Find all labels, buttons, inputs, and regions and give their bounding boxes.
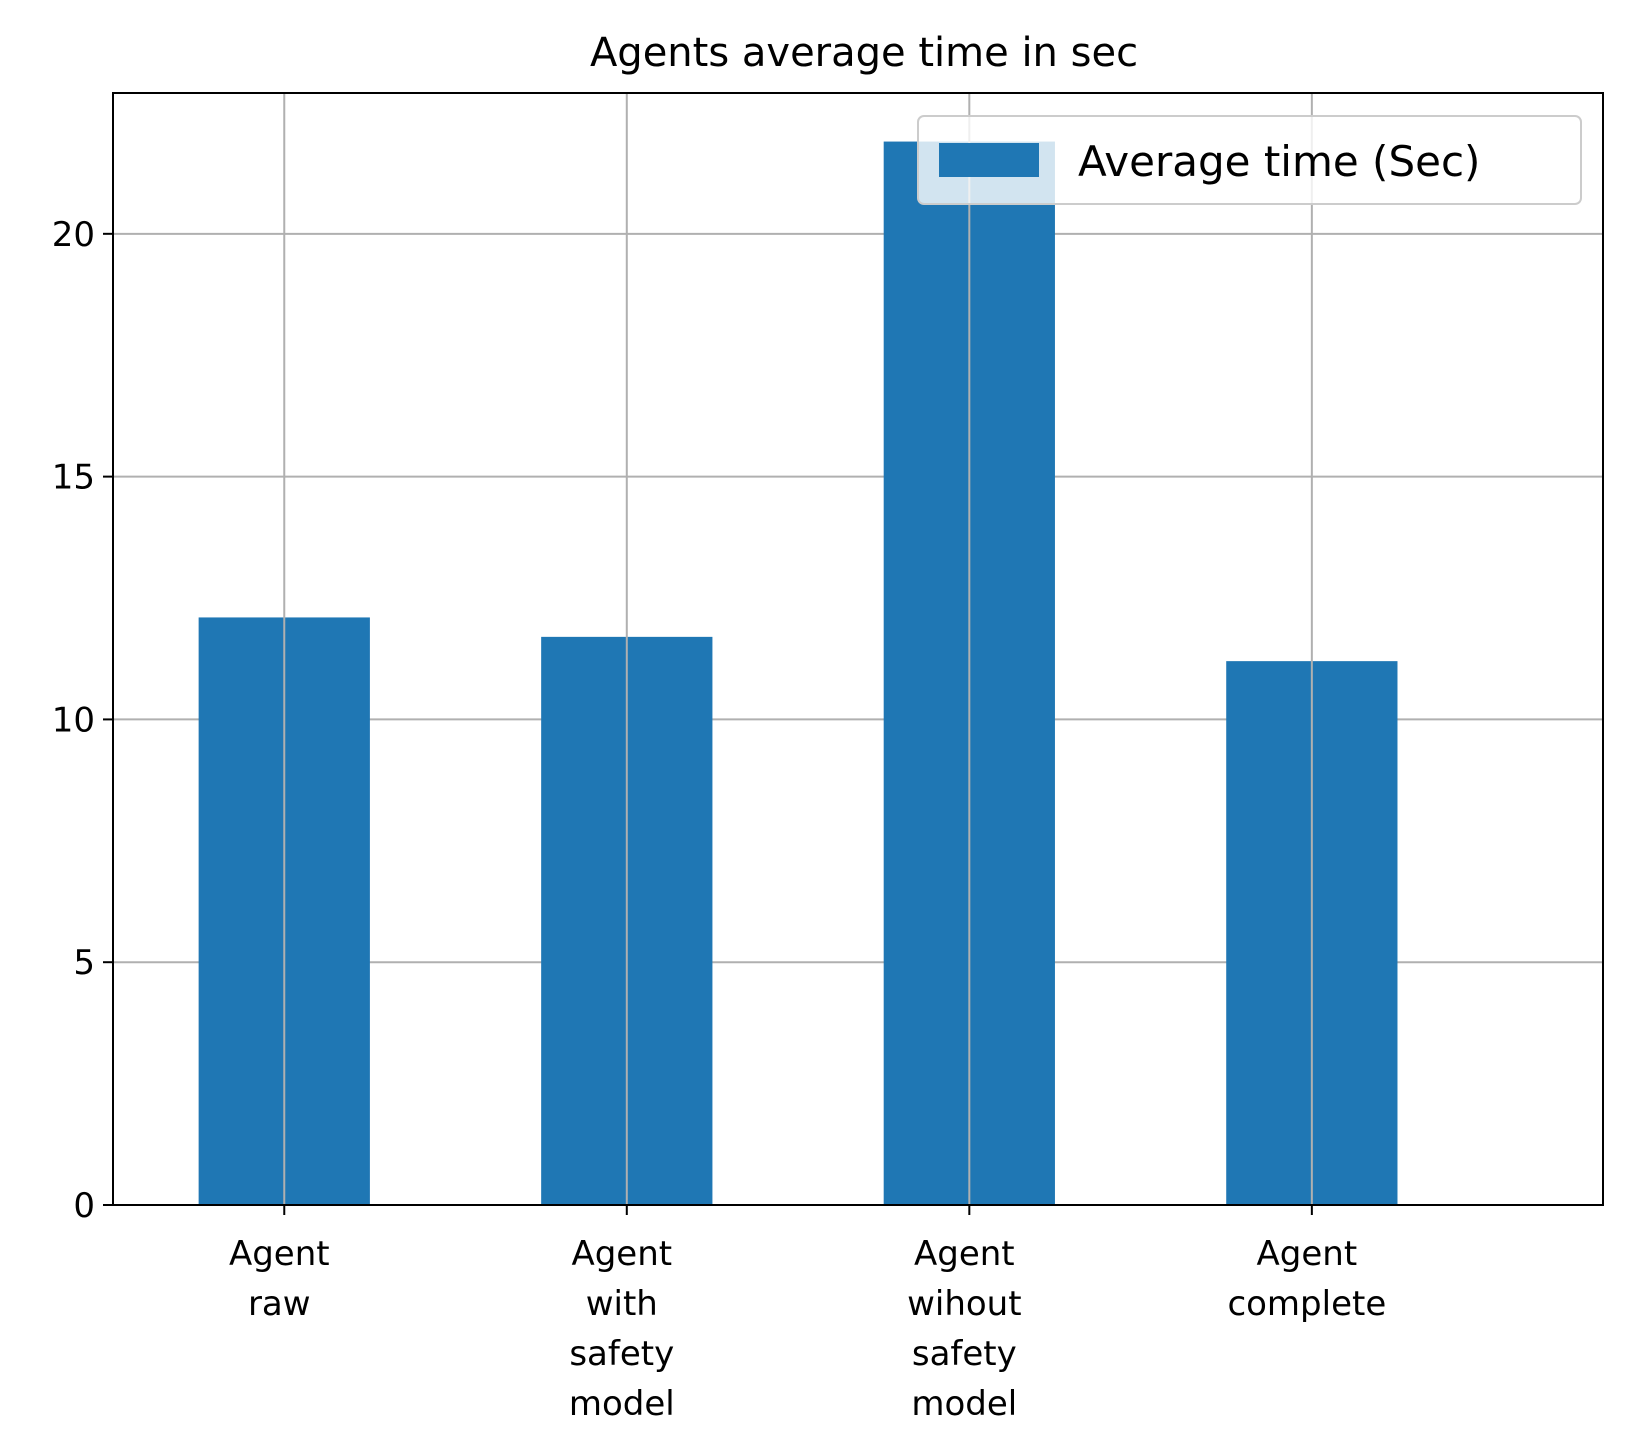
plot-frame — [112, 92, 1604, 1206]
y-tick-label-2: 10 — [52, 700, 95, 740]
y-tick-label-3: 15 — [52, 458, 95, 498]
x-axis: Agent raw Agent with safety model Agent wihout s… — [229, 1205, 1386, 1424]
y-axis: 0 5 10 15 20 — [52, 215, 113, 1226]
y-tick-label-1: 5 — [73, 943, 95, 983]
chart-title: Agents average time in sec — [590, 30, 1138, 76]
legend: Average time (Sec) — [917, 115, 1582, 205]
legend-box — [917, 115, 1582, 205]
legend-label: Average time (Sec) — [1078, 137, 1480, 186]
legend-swatch — [939, 143, 1039, 177]
x-tick-label-0: Agent raw — [229, 1234, 330, 1324]
grid-front-layer — [283, 93, 1313, 1205]
x-tick-label-2: Agent wihout safety model — [907, 1234, 1021, 1424]
y-tick-label-4: 20 — [52, 215, 95, 255]
bars-layer — [198, 141, 1398, 1205]
x-tick-label-3: Agent complete — [1227, 1234, 1386, 1324]
x-tick-label-1: Agent with safety model — [569, 1234, 675, 1424]
y-tick-label-0: 0 — [73, 1186, 95, 1226]
